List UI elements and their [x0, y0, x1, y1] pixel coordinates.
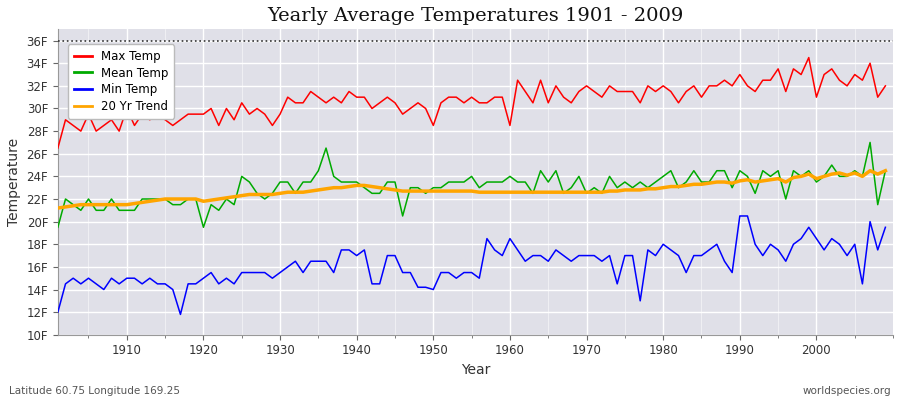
Title: Yearly Average Temperatures 1901 - 2009: Yearly Average Temperatures 1901 - 2009 — [267, 7, 684, 25]
Legend: Max Temp, Mean Temp, Min Temp, 20 Yr Trend: Max Temp, Mean Temp, Min Temp, 20 Yr Tre… — [68, 44, 175, 119]
Text: worldspecies.org: worldspecies.org — [803, 386, 891, 396]
X-axis label: Year: Year — [461, 363, 491, 377]
Y-axis label: Temperature: Temperature — [7, 138, 21, 226]
Text: Latitude 60.75 Longitude 169.25: Latitude 60.75 Longitude 169.25 — [9, 386, 180, 396]
